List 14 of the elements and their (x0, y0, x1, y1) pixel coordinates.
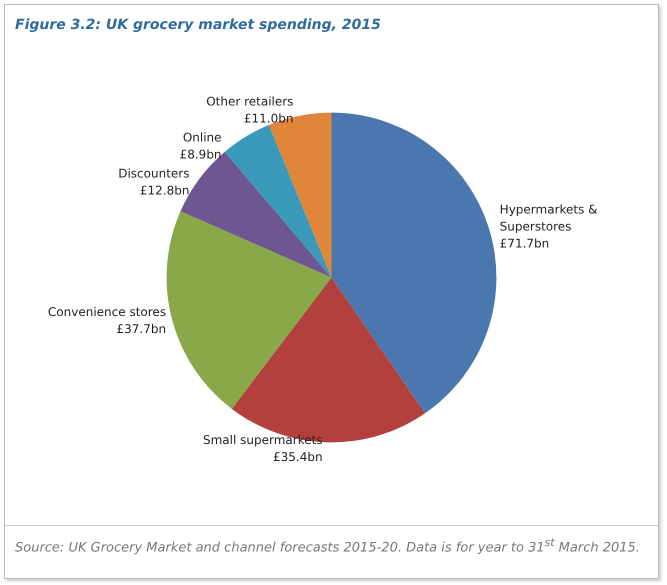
data-label: £12.8bn (140, 183, 190, 198)
slice-label: Other retailers (206, 94, 294, 108)
data-label: £8.9bn (180, 147, 222, 162)
data-label: £37.7bn (116, 322, 166, 336)
slice-label: Discounters (118, 166, 190, 180)
data-label: £35.4bn (272, 450, 323, 464)
source-note: Source: UK Grocery Market and channel forecasts 2015-20. Data is for year to 31$^{st}$ March 2015. (15, 535, 641, 558)
data-label: £11.0bn (244, 111, 294, 126)
slice-label: Hypermarkets & Superstores (500, 202, 602, 234)
data-label: £71.7bn (500, 236, 550, 251)
slice-label: Small supermarkets (203, 432, 323, 447)
slice-label: Online (182, 130, 222, 144)
chart-title: Figure 3.2: UK grocery market spending, 2015 (15, 17, 381, 33)
slice-label: Convenience stores (48, 304, 166, 319)
